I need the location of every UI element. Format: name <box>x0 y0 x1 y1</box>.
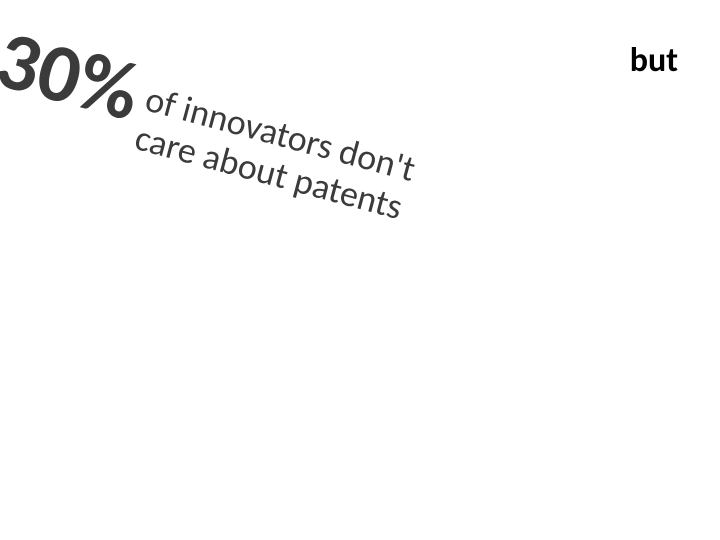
side-word-but: but <box>630 40 678 81</box>
stat-block: 30% of innovators don't care about paten… <box>0 18 425 228</box>
stat-description: of innovators don't care about patents <box>131 80 419 228</box>
stat-percent: 30% <box>0 18 148 134</box>
